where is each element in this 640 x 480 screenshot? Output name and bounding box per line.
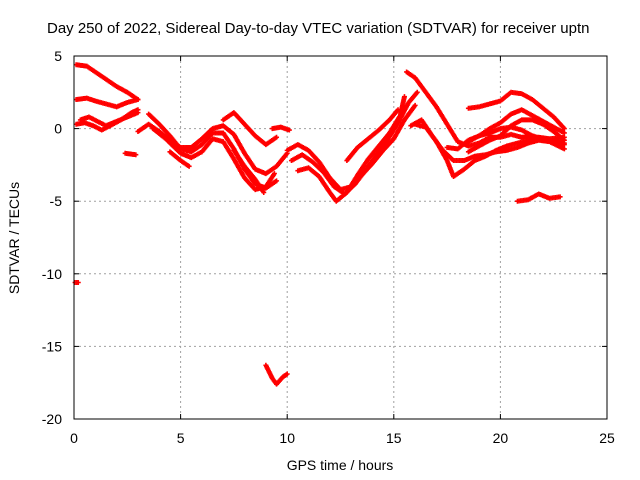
grid-lines [74,56,607,419]
axis-ticks: 0 5 10 15 20 25 5 0 -5 -10 -15 -20 [42,48,615,446]
x-tick-label: 25 [599,430,615,446]
y-tick-label: -20 [42,411,62,427]
x-tick-label: 10 [279,430,295,446]
data-point [133,152,139,158]
data-point [135,110,141,116]
series-track-d [77,110,141,129]
series-track-l [269,124,292,133]
data-point [561,137,567,143]
x-tick-label: 5 [177,430,185,446]
data-point [261,189,267,195]
series-track-z [263,362,290,387]
plot-frame [73,55,608,420]
series-track-b [73,95,141,110]
data-point [414,89,420,95]
data-point [271,171,277,177]
data-point [557,194,563,200]
series-track-e [122,150,139,158]
data-point [561,130,567,136]
series-track-h [150,126,277,193]
series-track-k [231,147,267,195]
data-point [401,94,407,100]
y-tick-label: -10 [42,266,62,282]
data-point [286,127,292,133]
chart-title: Day 250 of 2022, Sidereal Day-to-day VTE… [47,20,589,37]
x-tick-label: 15 [386,430,402,446]
y-tick-label: -15 [42,338,62,354]
y-tick-label: -5 [50,193,63,209]
y-tick-label: 5 [54,48,62,64]
series-track-x [514,191,563,204]
data-point [412,102,418,108]
data-point [561,146,567,152]
series-track-y [72,280,81,286]
series-track-v [465,107,567,145]
series-track-o [295,94,407,204]
series-track-u [465,117,567,155]
data-point [186,163,192,169]
data-point [274,178,280,184]
y-tick-label: 0 [54,121,62,137]
data-point [75,280,81,286]
x-axis-label: GPS time / hours [287,457,394,473]
data-points [72,62,567,387]
y-axis-label: SDTVAR / TECUs [6,182,22,294]
data-point [135,97,141,103]
x-tick-label: 0 [70,430,78,446]
x-tick-label: 20 [493,430,509,446]
series-track-j [220,110,280,148]
data-point [395,107,401,113]
series-track-i [167,149,192,169]
data-point [274,134,280,140]
series-track-g [146,111,280,191]
series-track-w [465,89,567,132]
series-track-f [135,121,290,177]
series-track-p [344,107,401,164]
data-point [561,126,567,132]
data-point [284,371,290,377]
